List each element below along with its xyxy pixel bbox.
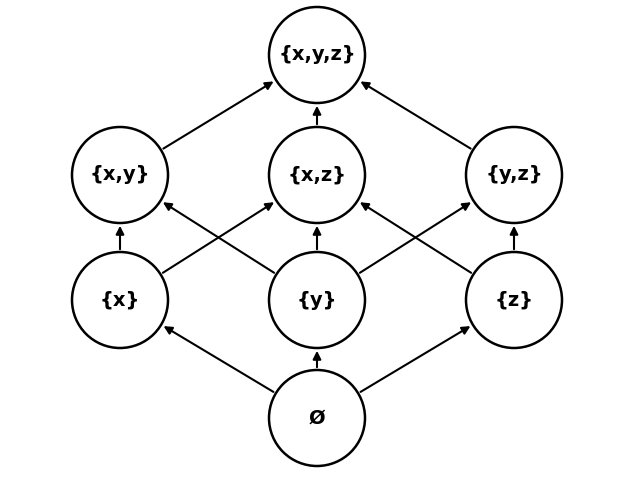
Text: {y}: {y} xyxy=(297,290,337,310)
Ellipse shape xyxy=(269,370,365,466)
Ellipse shape xyxy=(466,127,562,223)
Text: {x,y,z}: {x,y,z} xyxy=(278,46,356,64)
Ellipse shape xyxy=(72,127,168,223)
Text: {x}: {x} xyxy=(100,290,140,310)
Text: {z}: {z} xyxy=(495,290,533,310)
Ellipse shape xyxy=(466,252,562,348)
Ellipse shape xyxy=(269,127,365,223)
Text: {x,z}: {x,z} xyxy=(287,166,347,184)
Ellipse shape xyxy=(269,7,365,103)
Ellipse shape xyxy=(72,252,168,348)
Ellipse shape xyxy=(269,252,365,348)
Text: {y,z}: {y,z} xyxy=(485,166,543,184)
Text: Ø: Ø xyxy=(309,408,325,428)
Text: {x,y}: {x,y} xyxy=(90,166,150,184)
